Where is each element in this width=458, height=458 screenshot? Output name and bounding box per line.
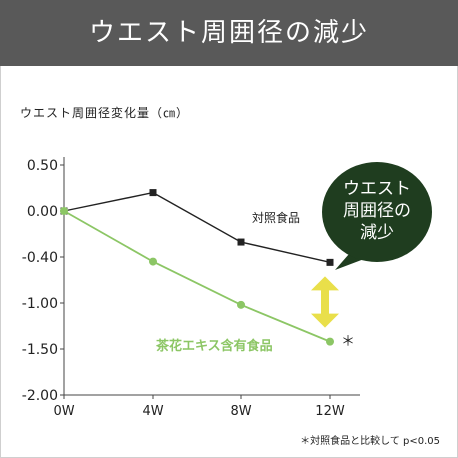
chart-title: ウエスト周囲径の減少 — [88, 18, 369, 48]
y-tick-label: 0.50 — [27, 158, 58, 174]
data-point-circle — [326, 337, 334, 346]
series-label-control: 対照食品 — [252, 210, 300, 225]
data-point-square — [326, 258, 334, 266]
x-tick-label: 4W — [142, 404, 163, 419]
data-point-circle — [149, 257, 157, 266]
x-tick-label: 0W — [53, 404, 74, 419]
callout-line-1: ウエスト — [343, 179, 411, 199]
series-line — [63, 210, 331, 343]
callout-line-2: 周囲径の — [343, 201, 411, 221]
y-tick-label: -2.00 — [22, 388, 58, 404]
y-tick-label: -1.50 — [22, 342, 58, 358]
y-tick-label: -1.00 — [22, 296, 58, 312]
title-bar: ウエスト周囲径の減少 — [0, 0, 458, 66]
data-point-circle — [237, 300, 245, 309]
data-point-square — [237, 238, 245, 246]
series-line — [63, 191, 331, 264]
callout-text: ウエスト 周囲径の 減少 — [322, 178, 432, 244]
callout-line-3: 減少 — [360, 223, 394, 243]
callout-bubble — [322, 162, 432, 262]
x-tick-label: 12W — [315, 404, 345, 419]
x-tick-label: 8W — [230, 404, 251, 419]
y-tick-label: 0.00 — [27, 204, 58, 220]
footnote: ＊対照食品と比較して p<0.05 — [300, 436, 440, 447]
data-point-square — [149, 189, 157, 197]
y-tick-label: -0.40 — [22, 250, 58, 266]
significance-asterisk: ＊ — [341, 334, 355, 350]
data-point-circle — [60, 207, 68, 215]
series-label-tea: 茶花エキス含有食品 — [156, 338, 273, 354]
difference-arrow — [311, 276, 339, 328]
y-axis-label: ウエスト周囲径変化量（㎝） — [20, 106, 190, 120]
